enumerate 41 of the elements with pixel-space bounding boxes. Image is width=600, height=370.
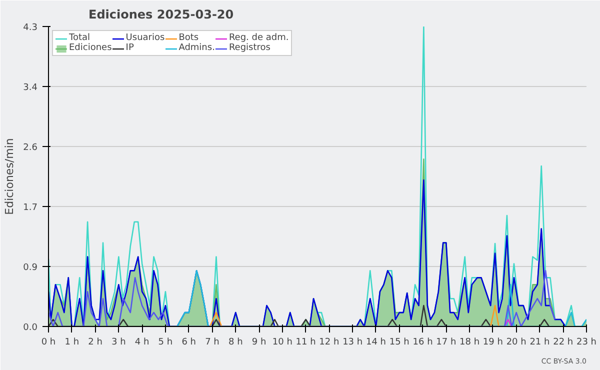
- y-tick-label: 3.4: [23, 83, 38, 93]
- legend-label: Usuarios: [126, 33, 165, 43]
- x-tick-label: 23 h: [576, 338, 597, 348]
- y-tick-label: 0.9: [23, 263, 38, 273]
- x-tick-label: 0 h: [41, 338, 56, 348]
- legend-label: Total: [69, 33, 90, 43]
- x-tick-label: 11 h: [296, 338, 316, 348]
- x-tick-label: 22 h: [553, 338, 574, 348]
- legend-label: IP: [126, 43, 135, 53]
- x-tick-label: 21 h: [530, 338, 550, 348]
- x-tick-label: 20 h: [506, 338, 526, 348]
- x-tick-label: 10 h: [272, 338, 292, 348]
- x-tick-label: 18 h: [460, 338, 480, 348]
- legend-label: Registros: [228, 43, 270, 53]
- x-tick-label: 2 h: [88, 338, 102, 348]
- x-tick-label: 5 h: [158, 338, 173, 348]
- x-tick-label: 19 h: [482, 338, 503, 348]
- y-tick-label: 4.3: [23, 23, 38, 33]
- x-tick-label: 1 h: [64, 338, 80, 348]
- y-tick-label: 1.7: [23, 203, 38, 213]
- x-tick-label: 14 h: [366, 338, 386, 348]
- x-tick-label: 12 h: [319, 338, 340, 348]
- y-tick-label: 2.6: [23, 143, 38, 153]
- x-tick-label: 17 h: [436, 338, 456, 348]
- x-tick-label: 8 h: [228, 338, 243, 348]
- x-tick-label: 6 h: [182, 338, 196, 348]
- chart-title: Ediciones 2025-03-20: [88, 8, 234, 22]
- x-tick-label: 13 h: [342, 338, 363, 348]
- x-tick-label: 9 h: [252, 338, 266, 348]
- x-tick-label: 7 h: [205, 338, 220, 348]
- x-tick-label: 15 h: [389, 338, 410, 348]
- legend-label: Ediciones: [69, 43, 112, 53]
- legend-label: Admins.: [178, 43, 215, 53]
- x-tick-label: 16 h: [412, 338, 433, 348]
- y-tick-label: 0.0: [23, 323, 38, 333]
- legend-label: Reg. de adm.: [228, 33, 289, 43]
- x-tick-label: 4 h: [134, 338, 150, 348]
- y-axis-title: Ediciones/min: [3, 138, 16, 215]
- x-tick-label: 3 h: [112, 338, 126, 348]
- legend-label: Bots: [178, 33, 199, 43]
- line-series: [48, 179, 566, 326]
